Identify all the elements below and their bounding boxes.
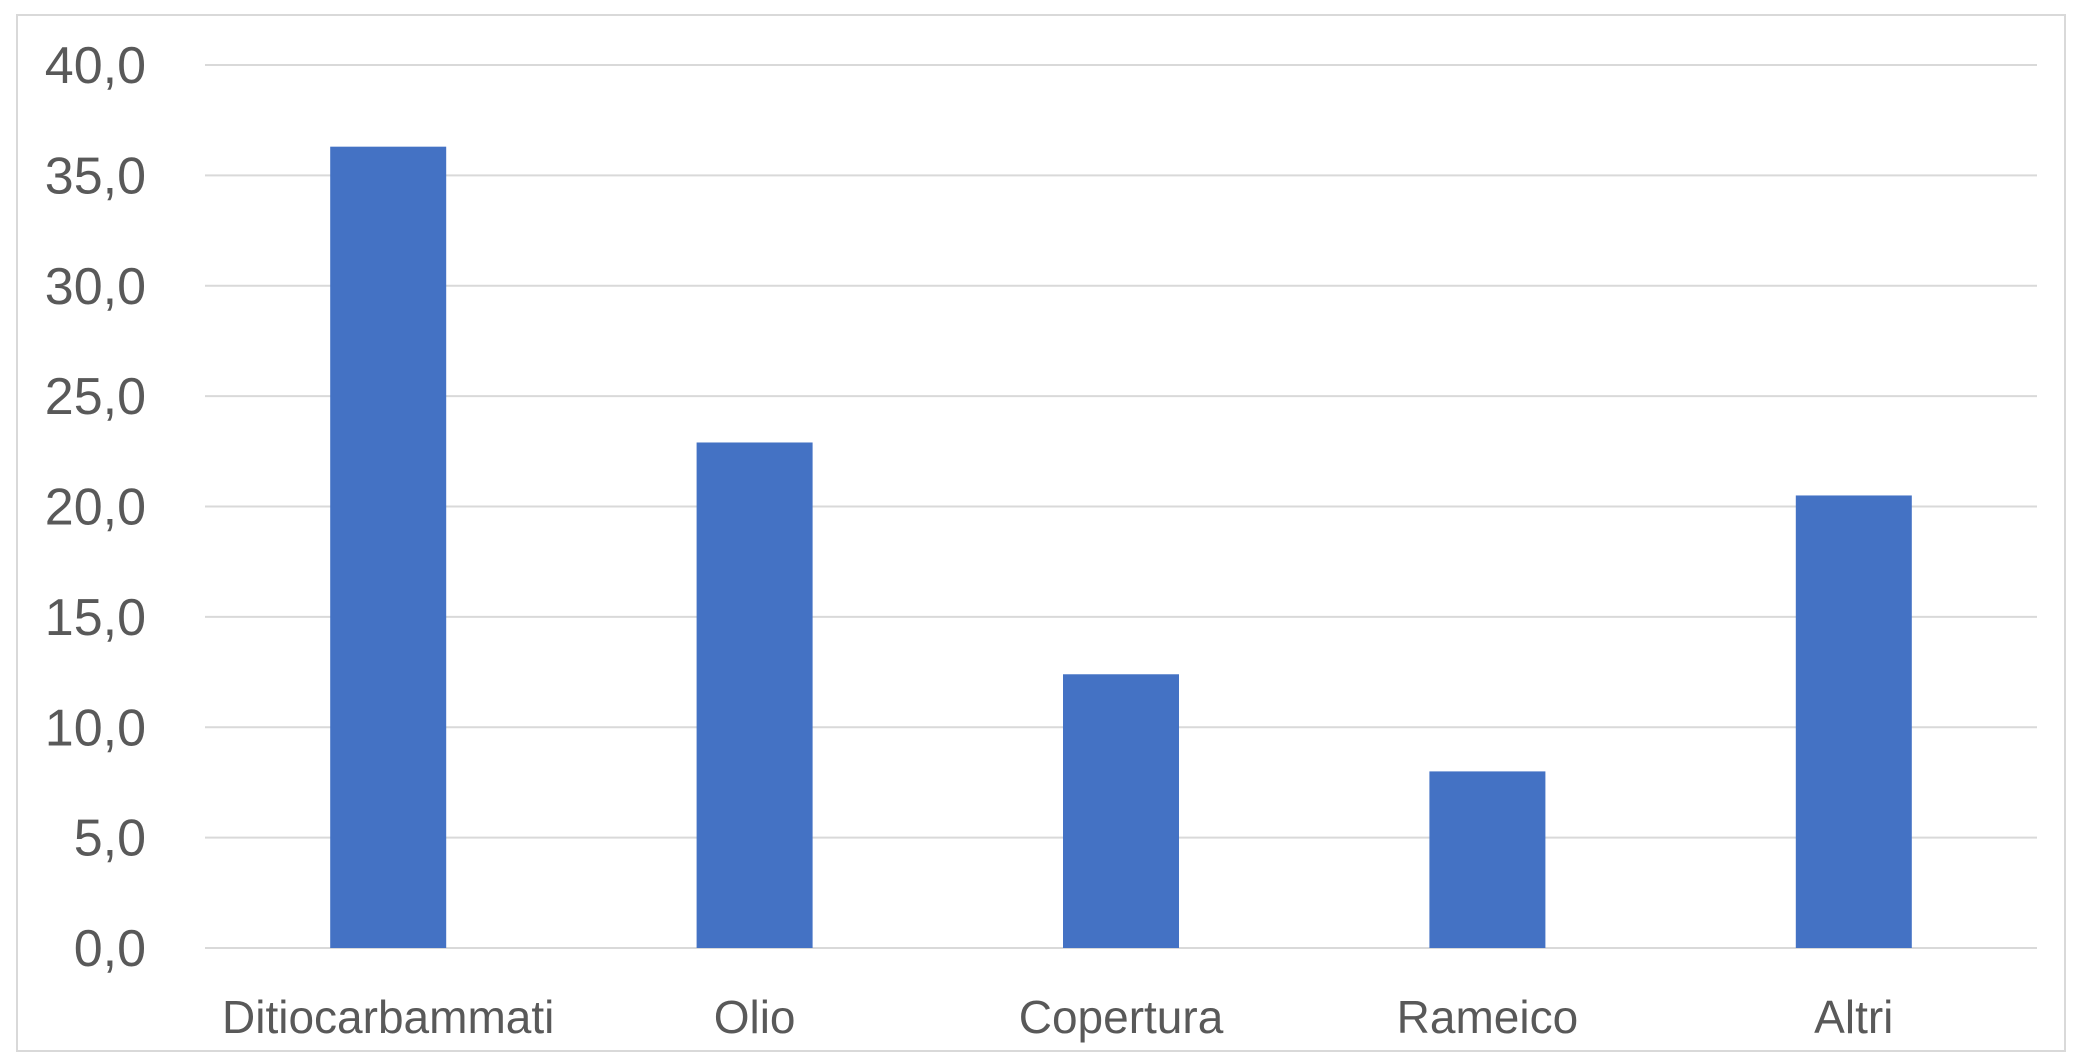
y-tick-label: 15,0 [45,589,146,647]
y-axis-tick-labels: 0,0 5,0 10,0 15,0 20,0 25,0 30,0 35,0 40,0 [45,37,146,978]
bar-rameico [1429,771,1546,948]
x-axis-category-labels: Ditiocarbammati Olio Copertura Rameico Altri [222,991,1893,1043]
y-tick-label: 40,0 [45,37,146,95]
x-category-label: Olio [714,991,796,1043]
bar-altri [1795,495,1912,948]
bar-copertura [1063,674,1179,948]
x-category-label: Rameico [1397,991,1579,1043]
x-category-label: Ditiocarbammati [222,991,554,1043]
x-category-label: Copertura [1019,991,1224,1043]
y-tick-label: 20,0 [45,479,146,537]
y-tick-label: 35,0 [45,147,146,205]
y-tick-label: 25,0 [45,368,146,426]
y-tick-label: 30,0 [45,258,146,316]
bar-ditiocarbammati [330,146,447,949]
bar-olio [696,442,813,948]
y-tick-label: 0,0 [74,920,146,978]
y-tick-label: 5,0 [74,810,146,868]
gridlines [205,64,2037,949]
bars [330,146,1912,949]
x-category-label: Altri [1814,991,1893,1043]
y-tick-label: 10,0 [45,699,146,757]
